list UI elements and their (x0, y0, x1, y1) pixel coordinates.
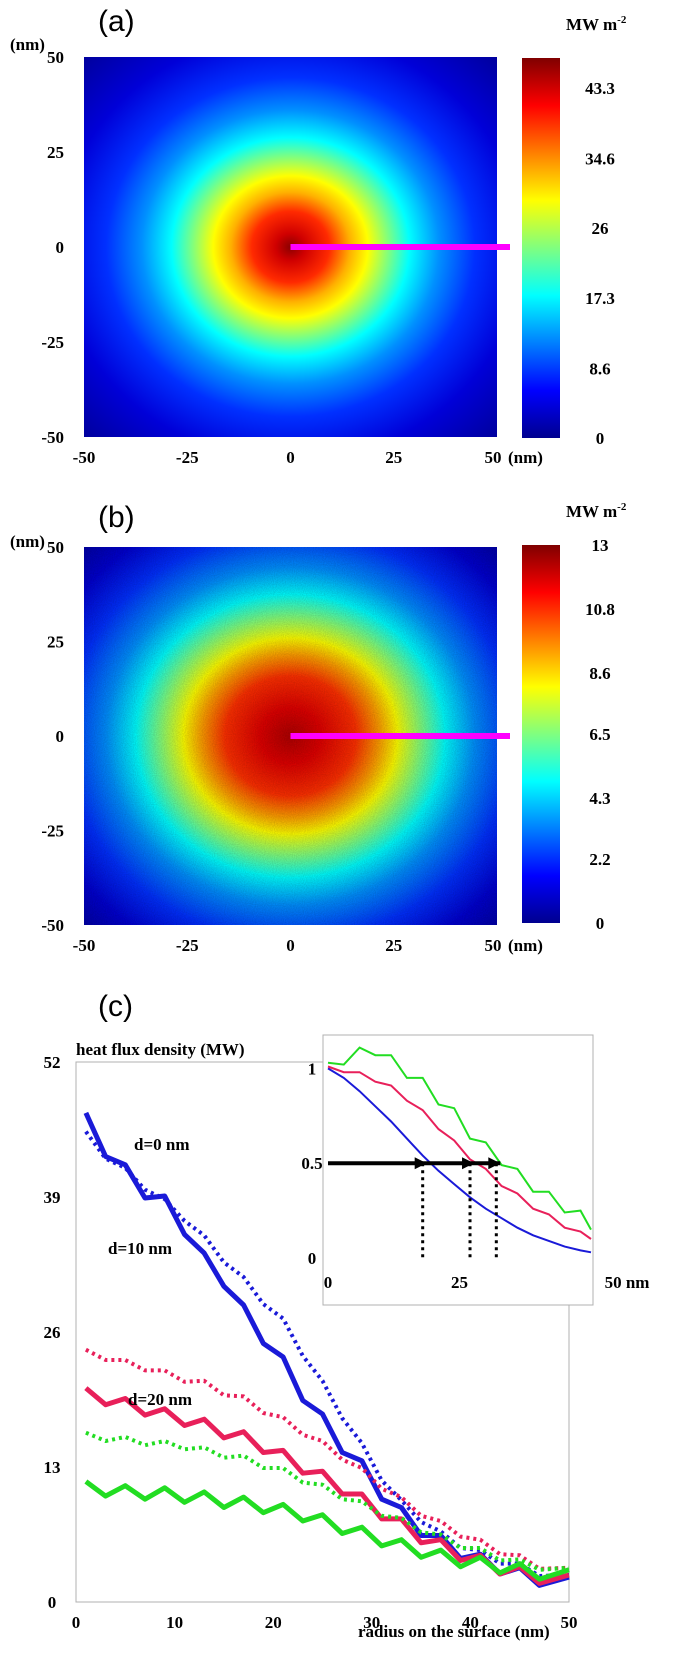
series-line-5 (85, 1430, 570, 1572)
inset-y-ticks: 10.50 (301, 1059, 322, 1268)
x-tick-label: -50 (73, 448, 96, 467)
x-tick-label: 25 (385, 448, 402, 467)
x-tick-label: 20 (265, 1613, 282, 1632)
y-tick-label: -25 (41, 333, 64, 352)
panel-label-b: (b) (98, 501, 135, 534)
y-tick-label: 26 (44, 1323, 61, 1342)
colorbar-tick-label: 10.8 (585, 600, 615, 619)
arrow-head (462, 1157, 475, 1170)
inset-x-ticks: 0 25 50 nm (324, 1273, 650, 1292)
inset-frame (322, 1034, 594, 1306)
heatmap-panel-a: (a) (nm) 50 25 0 -25 -50 -50 -25 0 25 50 (nm) MW… (10, 5, 627, 467)
y-tick-label: 0 (56, 238, 65, 257)
inset-y-tick-label: 0 (308, 1249, 317, 1268)
x-tick-label: -25 (176, 448, 199, 467)
y-axis-ticks: 50 25 0 -25 -50 (41, 48, 64, 447)
x-tick-label: 0 (286, 448, 295, 467)
inset-y-tick-label: 1 (308, 1059, 317, 1078)
y-tick-label: 52 (44, 1053, 61, 1072)
x-axis-ticks: -50 -25 0 25 50 (73, 936, 502, 955)
inset-series-line-1 (327, 1065, 592, 1240)
arrow-head (414, 1157, 427, 1170)
y-tick-label: 25 (47, 633, 64, 652)
y-axis-ticks: 50 25 0 -25 -50 (41, 538, 64, 935)
colorbar-tick-label: 26 (592, 219, 609, 238)
colorbar-tick-label: 2.2 (589, 850, 610, 869)
colorbar-title: MW m-2 (566, 14, 627, 34)
y-tick-label: 25 (47, 143, 64, 162)
inset-y-tick-label: 0.5 (301, 1154, 322, 1173)
y-unit-label: (nm) (10, 35, 45, 54)
colorbar (522, 58, 560, 438)
annotation-d0: d=0 nm (134, 1135, 190, 1154)
x-tick-label: 0 (72, 1613, 81, 1632)
heatmap-panel-b: (b) (nm) 50 25 0 -25 -50 -50 -25 0 25 50 (nm) MW… (10, 501, 627, 955)
series-layer (83, 1111, 570, 1588)
colorbar-tick-label: 0 (596, 914, 605, 933)
x-tick-label: 25 (385, 936, 402, 955)
y-tick-label: -50 (41, 428, 64, 447)
colorbar-title: MW m-2 (566, 501, 627, 521)
line-chart-panel-c: (c) heat flux density (MW) radius on the… (44, 990, 650, 1641)
series-line-4 (84, 1479, 570, 1582)
colorbar-tick-label: 8.6 (589, 664, 610, 683)
inset-x-tick-label: 25 (451, 1273, 468, 1292)
colorbar (522, 545, 560, 923)
inset-series-layer (327, 1046, 592, 1254)
x-tick-label: -25 (176, 936, 199, 955)
x-tick-label: -50 (73, 936, 96, 955)
y-tick-label: 0 (56, 727, 65, 746)
annotation-d10: d=10 nm (108, 1239, 172, 1258)
x-tick-label: 30 (363, 1613, 380, 1632)
y-tick-label: 50 (47, 48, 64, 67)
inset-half-width-marks (328, 1157, 501, 1258)
y-tick-label: 13 (44, 1458, 61, 1477)
inset-series-line-2 (327, 1046, 592, 1231)
y-tick-label: 50 (47, 538, 64, 557)
colorbar-tick-label: 43.3 (585, 79, 615, 98)
arrow-head (488, 1157, 501, 1170)
colorbar-tick-label: 34.6 (585, 149, 615, 168)
colorbar-tick-label: 0 (596, 429, 605, 448)
series-line-1 (84, 1130, 570, 1578)
colorbar-ticks: 13 10.8 8.6 6.5 4.3 2.2 0 (585, 536, 615, 933)
panel-label-c: (c) (98, 990, 133, 1023)
colorbar-tick-label: 4.3 (589, 789, 610, 808)
x-unit-label: (nm) (508, 936, 543, 955)
x-tick-label: 40 (462, 1613, 479, 1632)
series-line-3 (84, 1347, 570, 1571)
y-unit-label: (nm) (10, 532, 45, 551)
x-tick-label: 50 (485, 936, 502, 955)
colorbar-tick-label: 8.6 (589, 359, 610, 378)
x-tick-label: 50 (485, 448, 502, 467)
x-axis-ticks: 0 10 20 30 40 50 (72, 1613, 578, 1632)
inset-series-line-0 (327, 1067, 592, 1254)
inset-x-tick-label: 50 nm (605, 1273, 650, 1292)
y-tick-label: 0 (48, 1593, 57, 1612)
x-axis-ticks: -50 -25 0 25 50 (73, 448, 502, 467)
colorbar-ticks: 43.3 34.6 26 17.3 8.6 0 (585, 79, 615, 448)
y-tick-label: -25 (41, 822, 64, 841)
y-tick-label: -50 (41, 916, 64, 935)
x-tick-label: 0 (286, 936, 295, 955)
inset-x-tick-label: 0 (324, 1273, 333, 1292)
annotation-d20: d=20 nm (128, 1390, 192, 1409)
x-axis-title: radius on the surface (nm) (358, 1622, 550, 1641)
y-axis-ticks: 52 39 26 13 0 (44, 1053, 61, 1612)
x-tick-label: 10 (166, 1613, 183, 1632)
x-unit-label: (nm) (508, 448, 543, 467)
y-tick-label: 39 (44, 1188, 61, 1207)
colorbar-tick-label: 17.3 (585, 289, 615, 308)
y-axis-title: heat flux density (MW) (76, 1040, 245, 1059)
colorbar-tick-label: 6.5 (589, 725, 610, 744)
x-tick-label: 50 (561, 1613, 578, 1632)
panel-label-a: (a) (98, 5, 135, 38)
inset-chart: 10.50 0 25 50 nm (301, 1034, 650, 1306)
colorbar-tick-label: 13 (592, 536, 609, 555)
